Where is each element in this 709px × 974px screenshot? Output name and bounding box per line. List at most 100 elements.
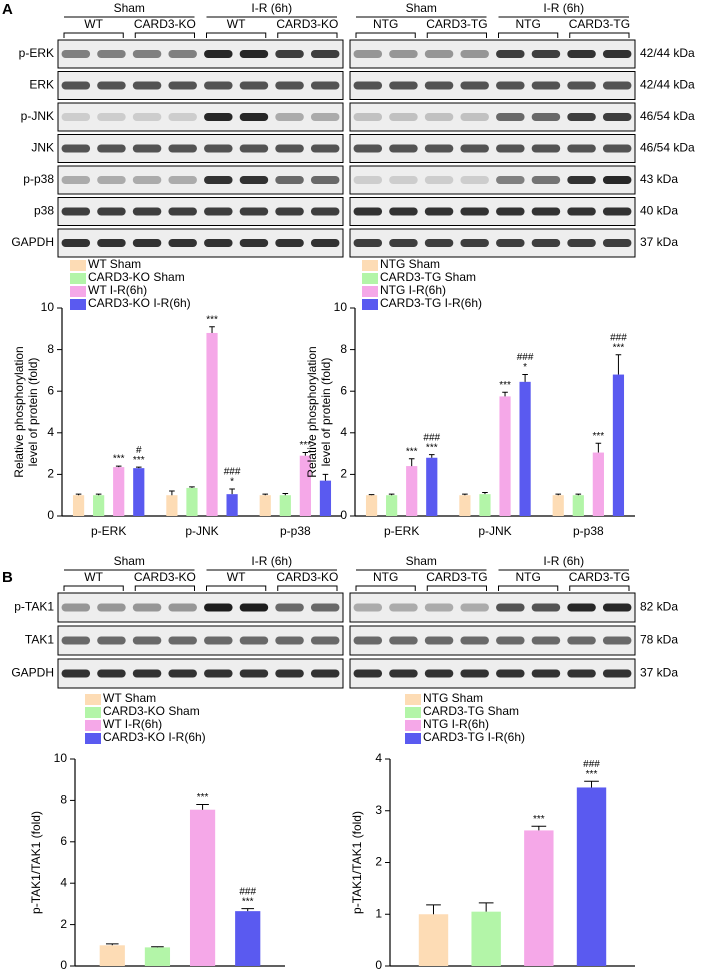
blot-band	[389, 176, 418, 184]
blot-group-label: Sham	[114, 554, 145, 568]
lane-bracket	[355, 585, 416, 591]
blot-band	[97, 603, 126, 612]
blot-band	[460, 603, 489, 612]
significance-label: #	[136, 445, 142, 456]
blot-band	[389, 207, 418, 216]
blot-band	[389, 50, 418, 58]
error-bar	[555, 493, 562, 496]
lane-bracket	[277, 32, 338, 38]
y-tick-label: 2	[375, 855, 382, 869]
y-tick-label: 8	[60, 793, 67, 807]
blot-lane-label: NTG	[515, 17, 540, 31]
bar	[572, 495, 584, 516]
blot-band	[424, 81, 454, 90]
blot-row-label: TAK1	[25, 633, 54, 647]
significance-label: ***	[206, 314, 218, 325]
y-axis-label: Relative phosphorylation	[12, 346, 26, 477]
blot-band	[310, 207, 340, 216]
legend-label: WT Sham	[88, 257, 141, 271]
y-tick-label: 0	[47, 508, 54, 522]
blot-lane-label: NTG	[373, 17, 398, 31]
blot-band	[168, 176, 197, 184]
y-tick-label: 4	[340, 425, 347, 439]
bar	[186, 487, 198, 516]
blot-band	[239, 81, 269, 90]
blot-band	[460, 81, 489, 90]
blot-row-label: GAPDH	[11, 235, 54, 249]
blot-band	[310, 144, 340, 153]
bar	[93, 495, 105, 516]
blot-band	[424, 636, 454, 645]
blot-band	[168, 603, 197, 612]
blot-band	[204, 144, 233, 153]
blot-band	[460, 50, 489, 58]
y-tick-label: 2	[60, 917, 67, 931]
blot-band	[275, 50, 304, 58]
blot-band	[168, 669, 197, 678]
bar	[576, 787, 607, 966]
y-axis-label: p-TAK1/TAK1 (fold)	[29, 811, 43, 914]
legend-swatch	[85, 694, 101, 705]
x-tick-label: p-JNK	[185, 524, 218, 538]
bar	[519, 381, 531, 516]
x-tick-label: p-ERK	[91, 524, 126, 538]
blot-band	[132, 81, 162, 90]
lane-bracket	[277, 585, 338, 591]
bar	[471, 911, 501, 966]
blot-band	[602, 144, 632, 153]
significance-label: ***	[113, 454, 125, 465]
blot-band	[310, 50, 340, 58]
panel-label: A	[2, 1, 13, 18]
blot-band	[239, 669, 269, 678]
blot-group-label: Sham	[406, 1, 437, 15]
lane-bracket	[63, 32, 124, 38]
error-bar	[229, 488, 235, 495]
y-tick-label: 10	[41, 300, 55, 314]
blot-band	[389, 669, 418, 678]
blot-band	[424, 239, 454, 247]
lane-bracket	[206, 585, 267, 591]
legend-label: CARD3-TG I-R(6h)	[380, 296, 482, 310]
blot-group-label: Sham	[114, 1, 145, 15]
bar	[206, 332, 218, 516]
error-bar	[262, 493, 269, 496]
y-axis-label: Relative phosphorylation	[305, 346, 319, 477]
y-tick-label: 10	[334, 300, 348, 314]
legend-label: CARD3-TG Sham	[380, 270, 476, 284]
blot-band	[496, 207, 525, 216]
y-tick-label: 6	[60, 834, 67, 848]
blot-band	[310, 636, 340, 645]
blot-group-label: I-R (6h)	[251, 1, 292, 15]
blot-band	[132, 636, 162, 645]
blot-band	[239, 176, 269, 184]
blot-band	[168, 144, 197, 153]
error-bar	[95, 493, 102, 496]
significance-label: ***	[197, 792, 209, 803]
error-bar	[615, 354, 622, 375]
blot-row-label: p-JNK	[21, 109, 54, 123]
blot-band	[97, 239, 126, 247]
y-tick-label: 8	[47, 342, 54, 356]
blot-size-label: 42/44 kDa	[640, 78, 695, 92]
error-bar	[531, 825, 547, 831]
bar	[406, 466, 418, 516]
blot-band	[602, 636, 632, 645]
blot-band	[168, 113, 197, 121]
y-tick-label: 4	[47, 425, 54, 439]
blot-band	[61, 636, 91, 645]
lane-bracket	[355, 32, 416, 38]
blot-lane-label: NTG	[515, 570, 540, 584]
legend-label: CARD3-KO Sham	[103, 704, 200, 718]
blot-band	[567, 113, 596, 121]
blot-band	[567, 636, 596, 645]
bar	[479, 494, 491, 516]
blot-band	[353, 144, 383, 153]
bar	[133, 468, 145, 516]
blot-band	[567, 669, 596, 678]
blot-band	[275, 176, 304, 184]
blot-band	[97, 81, 126, 90]
legend-swatch	[362, 286, 378, 297]
blot-band	[239, 239, 269, 247]
bar	[612, 374, 625, 516]
blot-band	[97, 636, 126, 645]
